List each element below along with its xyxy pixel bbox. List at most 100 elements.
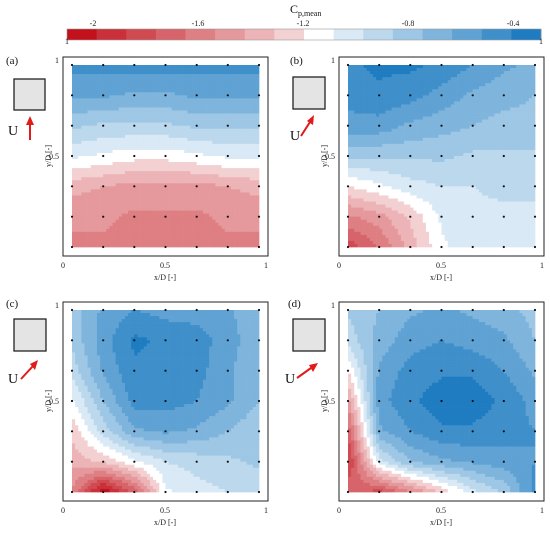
contour-cell [199,216,204,221]
contour-cell [519,77,523,81]
contour-cell [209,77,213,81]
contour-cell [348,74,352,78]
contour-cell [112,89,116,93]
contour-cell [410,92,414,96]
contour-cell [485,95,489,99]
contour-cell [252,125,257,130]
contour-cell [497,125,502,130]
contour-cell [90,201,95,205]
contour-cell [255,116,260,120]
contour-cell [202,140,207,145]
colorbar-level-10 [363,29,394,40]
contour-cell [215,89,219,93]
contour-cell [171,146,176,151]
contour-cell [376,122,380,127]
contour-cell [404,89,408,93]
contour-cell [237,183,241,187]
contour-cell [351,95,355,99]
contour-cell [140,162,145,166]
contour-cell [174,228,179,233]
contour-cell [503,86,508,90]
contour-cell [112,237,116,242]
contour-cell [140,240,145,245]
contour-cell [134,110,138,114]
contour-cell [500,71,505,75]
contour-cell [202,234,207,239]
contour-cell [243,156,247,160]
contour-cell [249,156,254,160]
contour-cell [482,116,486,120]
contour-cell [221,222,226,227]
contour-cell [96,83,101,87]
contour-cell [419,89,424,93]
contour-cell [184,234,188,239]
contour-cell [209,219,213,224]
contour-cell [224,216,229,221]
contour-cell [209,174,213,178]
contour-cell [237,122,241,127]
contour-cell [165,216,169,221]
contour-cell [103,128,107,133]
contour-cell [215,156,219,160]
contour-cell [93,186,98,190]
contour-cell [134,137,138,142]
contour-cell [528,65,533,69]
contour-cell [118,146,123,151]
contour-cell [348,86,352,90]
contour-cell [215,68,219,72]
contour-cell [193,207,198,211]
contour-cell [500,95,505,99]
contour-cell [121,198,126,202]
contour-cell [230,237,235,242]
bluff-body-square [292,76,326,110]
contour-cell [485,116,489,120]
contour-cell [482,68,486,72]
contour-cell [72,216,76,221]
contour-cell [354,71,358,75]
contour-cell [472,71,477,75]
contour-cell [177,195,182,199]
contour-cell [87,207,92,211]
contour-cell [168,74,173,78]
contour-cell [124,137,129,142]
contour-cell [177,159,182,163]
contour-cell [168,171,173,175]
contour-cell [103,77,107,81]
contour-cell [93,207,98,211]
contour-cell [382,83,386,87]
contour-cell [394,107,399,111]
contour-cell [397,89,402,93]
contour-cell [137,89,141,93]
contour-cell [190,68,194,72]
contour-cell [159,131,163,136]
contour-cell [202,156,207,160]
contour-cell [354,107,358,111]
contour-cell [388,110,392,114]
contour-cell [149,192,154,196]
contour-cell [128,186,132,190]
contour-cell [103,183,107,187]
contour-cell [237,195,241,199]
contour-cell [466,104,470,108]
contour-cell [209,186,213,190]
contour-cell [190,143,194,148]
contour-cell [72,156,76,160]
contour-cell [109,107,113,111]
contour-cell [416,119,421,123]
contour-cell [149,210,154,214]
contour-cell [206,68,210,72]
contour-cell [187,156,191,160]
contour-cell [435,119,439,123]
contour-cell [366,104,371,108]
contour-cell [121,216,126,221]
contour-cell [243,83,247,87]
contour-cell [215,231,219,236]
contour-cell [246,128,250,133]
contour-cell [96,74,101,78]
contour-cell [243,65,247,69]
contour-cell [209,180,213,184]
contour-cell [237,231,241,236]
contour-cell [87,113,92,117]
contour-cell [249,213,254,218]
contour-cell [209,125,213,130]
